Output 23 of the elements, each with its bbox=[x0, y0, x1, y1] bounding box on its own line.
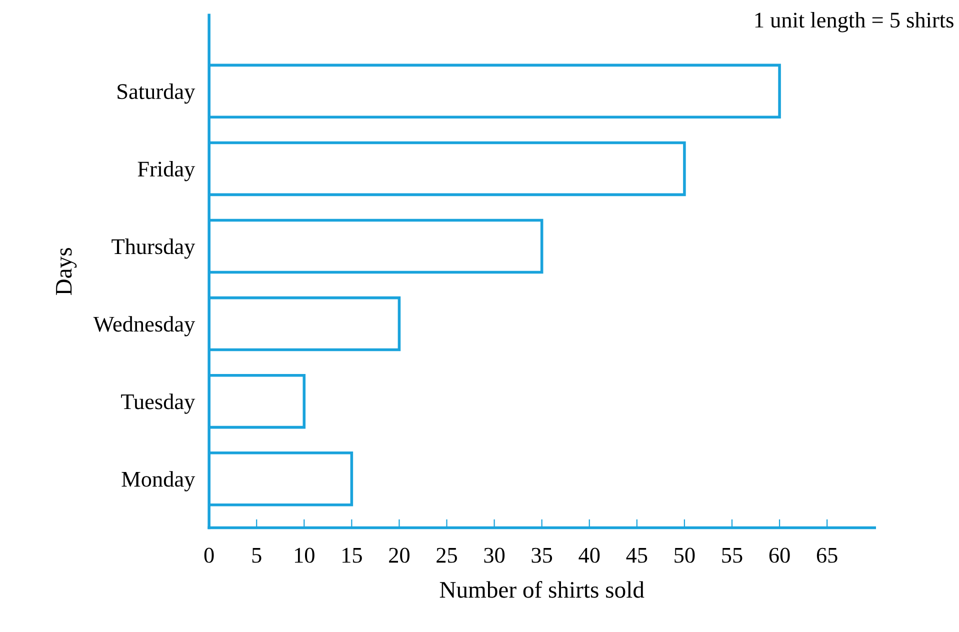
y-axis-title: Days bbox=[56, 248, 77, 296]
x-tick-label: 65 bbox=[816, 548, 838, 563]
y-tick-label: Tuesday bbox=[121, 394, 196, 414]
y-tick-label: Thursday bbox=[112, 238, 196, 259]
x-tick-label: 60 bbox=[769, 548, 790, 563]
x-axis-title: Number of shirts sold bbox=[440, 580, 644, 598]
x-tick-label: 55 bbox=[722, 548, 742, 563]
x-tick-label: 20 bbox=[389, 548, 410, 563]
x-tick-label: 15 bbox=[342, 548, 362, 563]
x-tick-label: 10 bbox=[294, 548, 314, 563]
y-tick-label: Saturday bbox=[118, 83, 196, 104]
annotation: 1 unit length = 5 shirts bbox=[755, 12, 954, 32]
x-tick-label: 0 bbox=[204, 548, 214, 563]
y-tick-label: Friday bbox=[138, 160, 196, 182]
x-tick-label: 5 bbox=[252, 548, 262, 563]
y-tick-label: Wednesday bbox=[93, 316, 196, 336]
x-tick-label: 50 bbox=[674, 548, 695, 563]
x-tick-label: 25 bbox=[436, 548, 457, 563]
x-tick-label: 40 bbox=[578, 548, 600, 563]
x-tick-label: 30 bbox=[484, 548, 505, 563]
x-tick-label: 45 bbox=[626, 548, 648, 563]
y-tick-label: Monday bbox=[122, 471, 196, 492]
x-tick-label: 35 bbox=[532, 548, 552, 563]
